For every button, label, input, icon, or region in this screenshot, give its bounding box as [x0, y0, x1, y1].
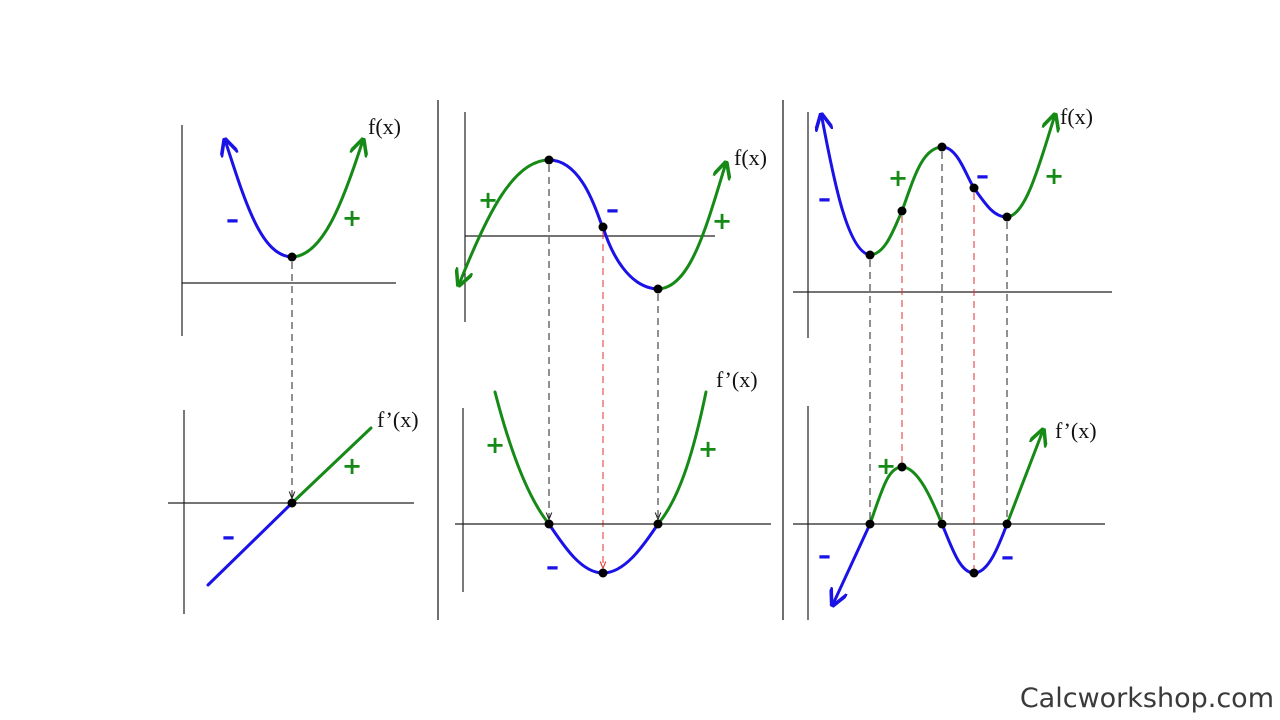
panel-3-fprime-zero-3	[1002, 519, 1012, 529]
panel-3-f-maximum	[937, 142, 947, 152]
panel-2-f-label: f(x)	[734, 145, 767, 170]
panel-3-f-inflection-2	[969, 183, 979, 193]
panel-3-fprime-positive-second	[1005, 433, 1042, 526]
panel-3-f-minimum-1	[865, 250, 875, 260]
panel-2-fprime-positive-right	[656, 390, 708, 526]
panel-3-fprime-minus-sign-left: –	[818, 541, 831, 571]
panel-3-f-plus-sign-left: +	[888, 164, 908, 192]
panel-3-fprime-label: f’(x)	[1055, 418, 1097, 443]
panel-2-fprime-plus-sign-left: +	[485, 431, 505, 459]
panel-1-fprime-zero-point	[287, 498, 297, 508]
panel-1-f-plus-sign: +	[342, 204, 362, 232]
panel-2-fprime-positive-left	[493, 390, 551, 526]
panel-2-fprime-label: f’(x)	[716, 367, 758, 392]
panel-3-fprime-zero-2	[937, 519, 947, 529]
panel-3-f-minus-sign-right: –	[976, 161, 989, 191]
panel-3-fprime-minus-sign-right: –	[1001, 542, 1014, 572]
panel-1: f(x) – + f’(x) – +	[168, 114, 419, 614]
panel-1-fprime-label: f’(x)	[377, 407, 419, 432]
panel-2-f-maximum-point	[544, 155, 554, 165]
panel-2-f-plus-sign-right: +	[712, 207, 732, 235]
panel-3-fprime-plus-sign: +	[876, 452, 896, 480]
panel-3-f-minus-sign-left: –	[818, 184, 831, 214]
panel-3-f-decreasing-first	[822, 118, 872, 257]
panel-3-f-label: f(x)	[1060, 104, 1093, 129]
panel-3-f-plus-sign-right: +	[1044, 162, 1064, 190]
panel-2-fprime-plus-sign-right: +	[698, 435, 718, 463]
panel-3-fprime-minimum	[969, 568, 979, 578]
panel-3-fprime-negative-first	[834, 522, 872, 602]
panel-2-f-plus-sign-left: +	[478, 186, 498, 214]
panel-1-f-increasing-curve	[290, 143, 362, 259]
panel-2-fprime-vertex	[598, 568, 608, 578]
panel-3-fprime-maximum	[897, 462, 907, 472]
panel-1-f-label: f(x)	[368, 114, 401, 139]
panel-2-f-inflection-point	[598, 222, 608, 232]
watermark: Calcworkshop.com	[1019, 683, 1274, 714]
panel-3-f-increasing-second	[1005, 118, 1054, 219]
panel-2-fprime-zero-left	[544, 519, 554, 529]
panel-1-fprime-plus-sign: +	[342, 452, 362, 480]
panel-1-f-minimum-point	[287, 252, 297, 262]
panel-3-f-minimum-2	[1002, 212, 1012, 222]
panel-1-fprime-negative-line	[206, 501, 294, 587]
panel-1-fprime-positive-line	[290, 426, 373, 505]
panel-2-f-increasing-right	[656, 166, 725, 291]
panel-3: f(x) – + – + f’(x) – + –	[793, 104, 1112, 620]
panel-2: f(x) + – + f’(x) + – +	[455, 112, 771, 592]
panel-2-fprime-zero-right	[653, 519, 663, 529]
panel-2-fprime-minus-sign: –	[546, 552, 559, 582]
panel-3-f-inflection-1	[897, 206, 907, 216]
panel-1-fprime-minus-sign: –	[222, 522, 235, 552]
panel-2-f-minus-sign: –	[606, 195, 619, 225]
panel-2-f-minimum-point	[653, 284, 663, 294]
panel-3-fprime-zero-1	[865, 519, 875, 529]
panel-2-f-increasing-left	[460, 158, 551, 282]
panel-1-f-decreasing-curve	[226, 143, 294, 259]
panel-1-f-minus-sign: –	[226, 205, 239, 235]
